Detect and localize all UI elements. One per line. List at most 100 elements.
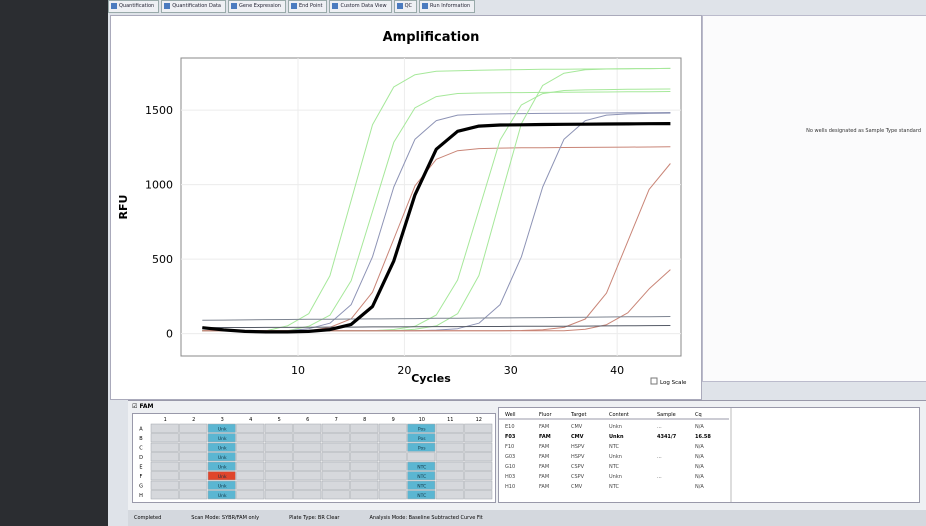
plate-well[interactable] (407, 433, 436, 443)
plate-well[interactable] (293, 490, 322, 500)
fluor-checkbox[interactable]: ☑ FAM (132, 403, 154, 410)
plate-well[interactable] (350, 461, 379, 471)
plate-well[interactable] (378, 461, 407, 471)
plate-well[interactable] (464, 442, 493, 452)
plate-well[interactable] (378, 480, 407, 490)
plate-well[interactable] (350, 490, 379, 500)
plate-well[interactable] (179, 423, 208, 433)
plate-well[interactable] (321, 480, 350, 490)
plate-well[interactable] (464, 452, 493, 462)
plate-well[interactable] (179, 471, 208, 481)
plate-well[interactable] (236, 461, 265, 471)
plate-well[interactable] (407, 442, 436, 452)
plate-well[interactable] (179, 461, 208, 471)
plate-well[interactable] (150, 423, 179, 433)
plate-well[interactable] (350, 452, 379, 462)
plate-well[interactable] (150, 490, 179, 500)
plate-well[interactable] (236, 423, 265, 433)
plate-well[interactable] (264, 433, 293, 443)
plate-well[interactable] (321, 423, 350, 433)
plate-well[interactable] (207, 423, 236, 433)
tab[interactable]: Quantification (108, 0, 160, 13)
plate-well[interactable] (264, 423, 293, 433)
plate-well[interactable] (407, 452, 436, 462)
plate-well[interactable] (179, 452, 208, 462)
plate-well[interactable] (293, 433, 322, 443)
plate-well[interactable] (293, 471, 322, 481)
plate-well[interactable] (236, 433, 265, 443)
plate-well[interactable] (464, 471, 493, 481)
plate-well[interactable] (150, 480, 179, 490)
plate-well[interactable] (293, 452, 322, 462)
plate-well[interactable] (435, 452, 464, 462)
plate-well[interactable] (264, 442, 293, 452)
plate-well[interactable] (207, 452, 236, 462)
plate-well[interactable] (378, 471, 407, 481)
plate-well[interactable] (293, 480, 322, 490)
plate-well[interactable] (407, 471, 436, 481)
plate-well[interactable] (236, 471, 265, 481)
tab[interactable]: Run Information (419, 0, 476, 13)
tab[interactable]: Quantification Data (161, 0, 226, 13)
plate-well[interactable] (207, 471, 236, 481)
plate-well[interactable] (179, 442, 208, 452)
plate-well[interactable] (407, 423, 436, 433)
plate-well[interactable] (150, 452, 179, 462)
plate-well[interactable] (207, 442, 236, 452)
plate-well[interactable] (350, 433, 379, 443)
plate-well[interactable] (293, 461, 322, 471)
plate-well[interactable] (179, 480, 208, 490)
plate-well[interactable] (321, 490, 350, 500)
plate-well[interactable] (321, 452, 350, 462)
plate-well[interactable] (179, 433, 208, 443)
plate-well[interactable] (150, 471, 179, 481)
plate-well[interactable] (236, 480, 265, 490)
plate-well[interactable] (207, 461, 236, 471)
plate-well[interactable] (264, 471, 293, 481)
plate-well[interactable] (378, 490, 407, 500)
plate-well[interactable] (321, 433, 350, 443)
plate-well[interactable] (464, 433, 493, 443)
plate-well[interactable] (407, 461, 436, 471)
plate-well[interactable] (464, 423, 493, 433)
tab[interactable]: QC (393, 0, 418, 13)
plate-well[interactable] (464, 480, 493, 490)
plate-well[interactable] (407, 480, 436, 490)
tab[interactable]: Custom Data View (329, 0, 392, 13)
plate-well[interactable] (150, 461, 179, 471)
tab[interactable]: End Point (287, 0, 328, 13)
plate-well[interactable] (236, 452, 265, 462)
plate-well[interactable] (435, 442, 464, 452)
plate-well[interactable] (435, 471, 464, 481)
plate-well[interactable] (435, 480, 464, 490)
plate-well[interactable] (293, 442, 322, 452)
plate-well[interactable] (435, 461, 464, 471)
plate-well[interactable] (264, 490, 293, 500)
plate-well[interactable] (378, 423, 407, 433)
plate-well[interactable] (293, 423, 322, 433)
plate-well[interactable] (321, 461, 350, 471)
plate-well[interactable] (207, 490, 236, 500)
plate-well[interactable] (464, 490, 493, 500)
tab[interactable]: Gene Expression (228, 0, 286, 13)
plate-well[interactable] (321, 442, 350, 452)
log-scale-checkbox[interactable] (650, 377, 658, 385)
plate-well[interactable] (350, 471, 379, 481)
plate-well[interactable] (150, 433, 179, 443)
plate-well[interactable] (179, 490, 208, 500)
plate-well[interactable] (464, 461, 493, 471)
plate-well[interactable] (435, 423, 464, 433)
plate-well[interactable] (350, 480, 379, 490)
plate-well[interactable] (350, 442, 379, 452)
plate-well[interactable] (350, 423, 379, 433)
plate-well[interactable] (264, 461, 293, 471)
plate-well[interactable] (236, 442, 265, 452)
plate-well[interactable] (150, 442, 179, 452)
plate-well[interactable] (435, 490, 464, 500)
plate-well[interactable] (236, 490, 265, 500)
plate-well[interactable] (264, 480, 293, 490)
plate-well[interactable] (435, 433, 464, 443)
plate-well[interactable] (207, 433, 236, 443)
plate-well[interactable] (407, 490, 436, 500)
plate-well[interactable] (378, 452, 407, 462)
